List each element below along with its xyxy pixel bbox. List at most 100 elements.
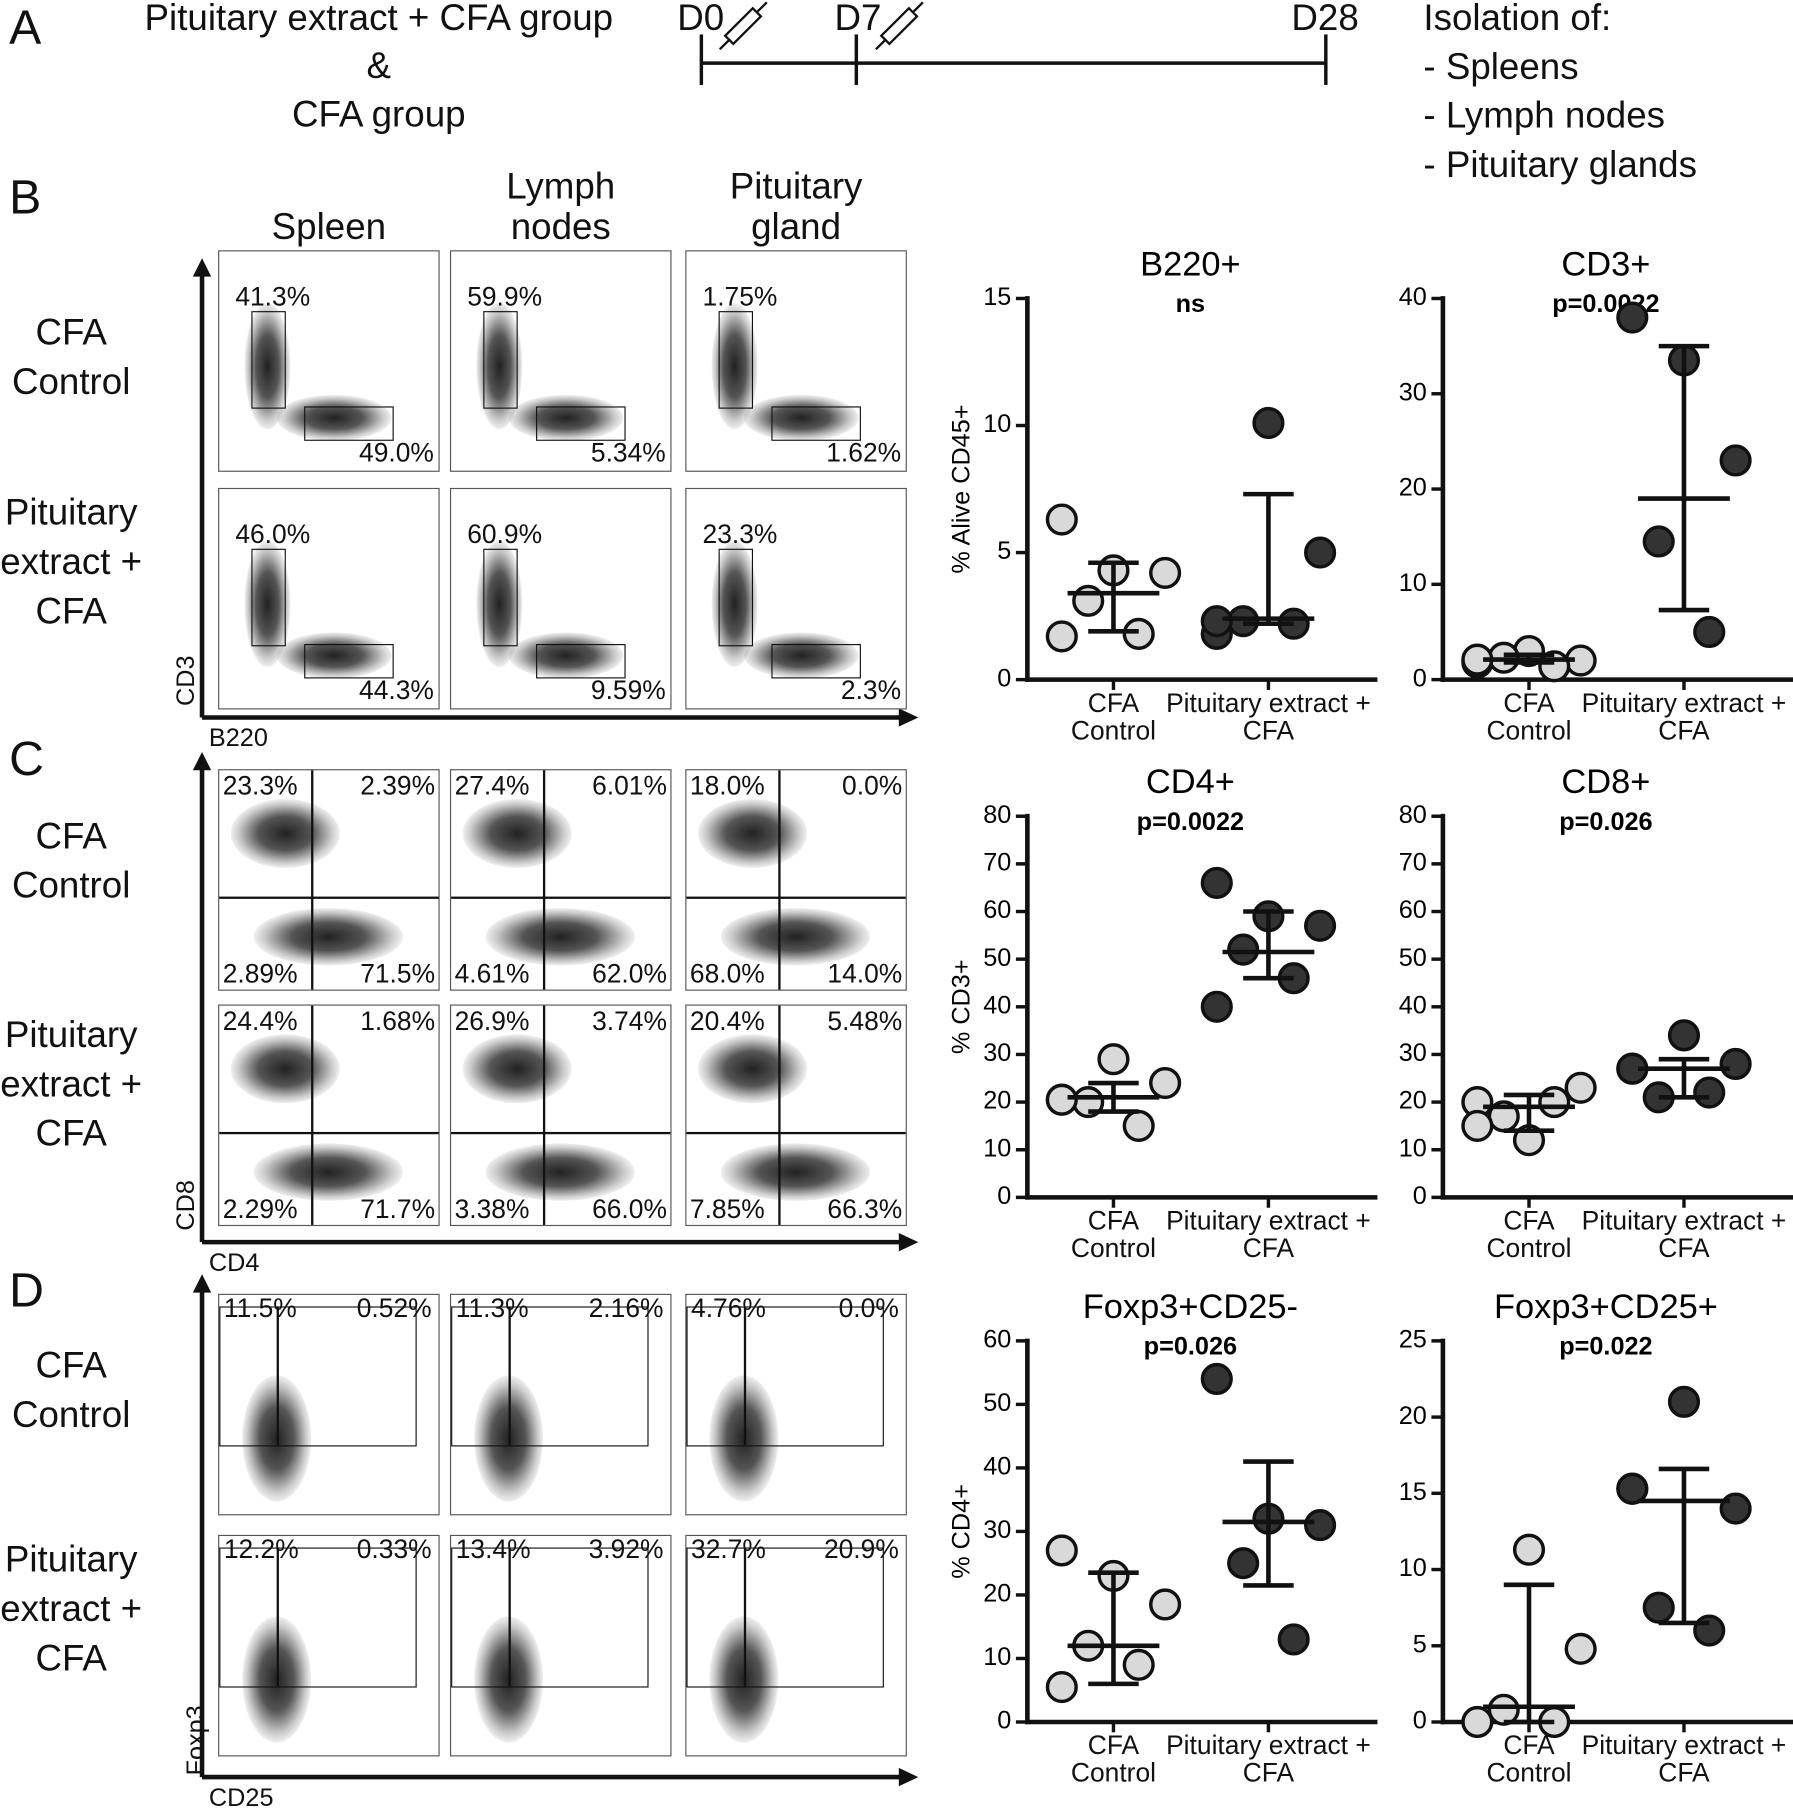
annotation: p=0.022 [1559,1332,1652,1360]
panel-label: D [9,1262,45,1317]
column-title: Lymph nodes [506,165,616,247]
gate-percent: 7.85% [689,1193,765,1224]
gate [304,406,394,441]
gate-percent: 62.0% [592,958,667,989]
y-tick-label: 80 [983,801,1011,829]
x-tick-label: Pituitary extract + CFA [1581,687,1787,746]
gate [508,1547,511,1688]
chart-title: CD4+ [1146,765,1235,802]
dot-plot: CD4+ p=0.0022 % CD3+ 0 10 20 30 40 50 60 70 80 CFA C… [947,765,1378,1270]
row-label: CFA Control [11,1344,131,1435]
quadrant-line [542,1005,546,1225]
gate [686,1547,884,1688]
chart-title: CD8+ [1561,765,1650,802]
y-tick-label: 0 [997,664,1011,692]
gate-percent: 27.4% [454,770,530,801]
dot-plot: B220+ ns % Alive CD45+ 0 5 10 15 CFA Control Pit… [947,247,1378,752]
gate-percent: 0.0% [842,770,903,801]
y-tick-label: 0 [997,1707,1011,1735]
quadrant-line [311,770,314,990]
x-tick-label: CFA Control [1486,687,1572,746]
gate-percent: 5.34% [590,437,666,468]
dot-plot: Foxp3+CD25+ p=0.022 0 5 10 15 20 25 CFA Control P… [1363,1289,1793,1794]
population [743,632,859,679]
population [230,799,340,868]
chart-title: CD3+ [1561,247,1650,284]
gate [276,1547,279,1688]
gate [451,1547,649,1688]
y-tick-label: 60 [983,1326,1011,1354]
x-tick-label: Pituitary extract + CFA [1166,1730,1371,1788]
data-point [1122,1109,1155,1142]
y-tick-label: 60 [983,896,1011,924]
y-tick-label: 30 [1399,1039,1427,1067]
flow-plot: 23.3% 2.3% [685,487,907,710]
y-tick-label: 40 [983,1453,1011,1481]
y-tick-label: 50 [1399,944,1427,972]
data-point [1719,1492,1752,1525]
gate-percent: 1.68% [360,1005,436,1036]
flow-plot: 12.2% 0.33% [218,1534,440,1757]
y-tick-label: 20 [1399,474,1427,502]
gate-percent: 3.38% [454,1193,530,1224]
population [508,632,624,679]
flow-plot: 60.9% 9.59% [449,487,672,710]
data-point [1719,444,1752,477]
gate-percent: 23.3% [702,518,778,549]
gate-percent: 4.61% [454,958,530,989]
y-tick-label: 30 [1399,378,1427,406]
y-axis-title: CD8 [171,1180,200,1231]
quadrant-line [451,1131,671,1135]
x-tick-label: CFA Control [1070,687,1157,746]
dot-plot: Foxp3+CD25- p=0.026 % CD4+ 0 10 20 30 40 50 60 CFA… [947,1289,1378,1794]
y-tick-label: 40 [1399,283,1427,311]
data-point [1564,1632,1597,1665]
row-label: Pituitary extract + CFA [0,491,143,632]
isolation-text: - Pituitary glands [1423,142,1697,185]
gate-percent: 1.75% [702,281,778,312]
y-tick-label: 40 [1399,991,1427,1019]
gate-percent: 4.76% [691,1292,766,1323]
gate-percent: 9.59% [590,675,666,705]
y-tick-label: 40 [983,991,1011,1019]
x-tick-label: Pituitary extract + CFA [1166,687,1371,746]
gate [743,1547,747,1688]
population [462,1034,572,1104]
y-tick-label: 50 [983,1389,1011,1417]
gate-percent: 49.0% [359,437,434,468]
data-point [1149,1066,1182,1100]
chart: B220+ ns % Alive CD45+ 0 5 10 15 [948,247,1378,692]
quadrant-line [219,896,439,899]
data-point [1304,536,1337,569]
gate-percent: 11.3% [455,1292,529,1323]
x-tick-label: Pituitary extract + CFA [1166,1205,1371,1263]
gate-percent: 24.4% [222,1005,298,1036]
gate-percent: 2.29% [222,1193,298,1224]
population [720,908,871,966]
gate-percent: 60.9% [467,518,543,549]
flow-plot: 59.9% 5.34% [449,250,672,472]
day-label: D0 [677,0,725,38]
annotation: ns [1176,290,1205,318]
data-point [1616,1472,1649,1505]
gate-percent: 2.3% [840,675,902,705]
gate-percent: 14.0% [827,958,903,989]
data-point [1252,406,1285,440]
annotation: p=0.026 [1559,808,1652,836]
y-tick-label: 15 [1399,1478,1427,1506]
y-axis-title: Foxp3 [180,1705,210,1776]
quadrant-line [542,770,546,990]
dot-plot: CD3+ p=0.0022 0 10 20 30 40 CFA Control Pituitar… [1363,247,1793,752]
gate-percent: 2.16% [588,1292,664,1323]
y-tick-label: 70 [1399,849,1427,877]
data-point [1122,1648,1155,1681]
gate-percent: 44.3% [359,675,434,705]
flow-plot: 26.9% 3.74% 3.38% 66.0% [449,1004,672,1227]
data-point [1045,1083,1078,1116]
population [720,1143,871,1201]
chart: Foxp3+CD25- p=0.026 % CD4+ 0 10 20 30 40 50 60 [948,1289,1378,1735]
data-point [1693,1076,1726,1109]
day-label: D28 [1291,0,1359,38]
x-tick-label: CFA Control [1070,1205,1157,1263]
